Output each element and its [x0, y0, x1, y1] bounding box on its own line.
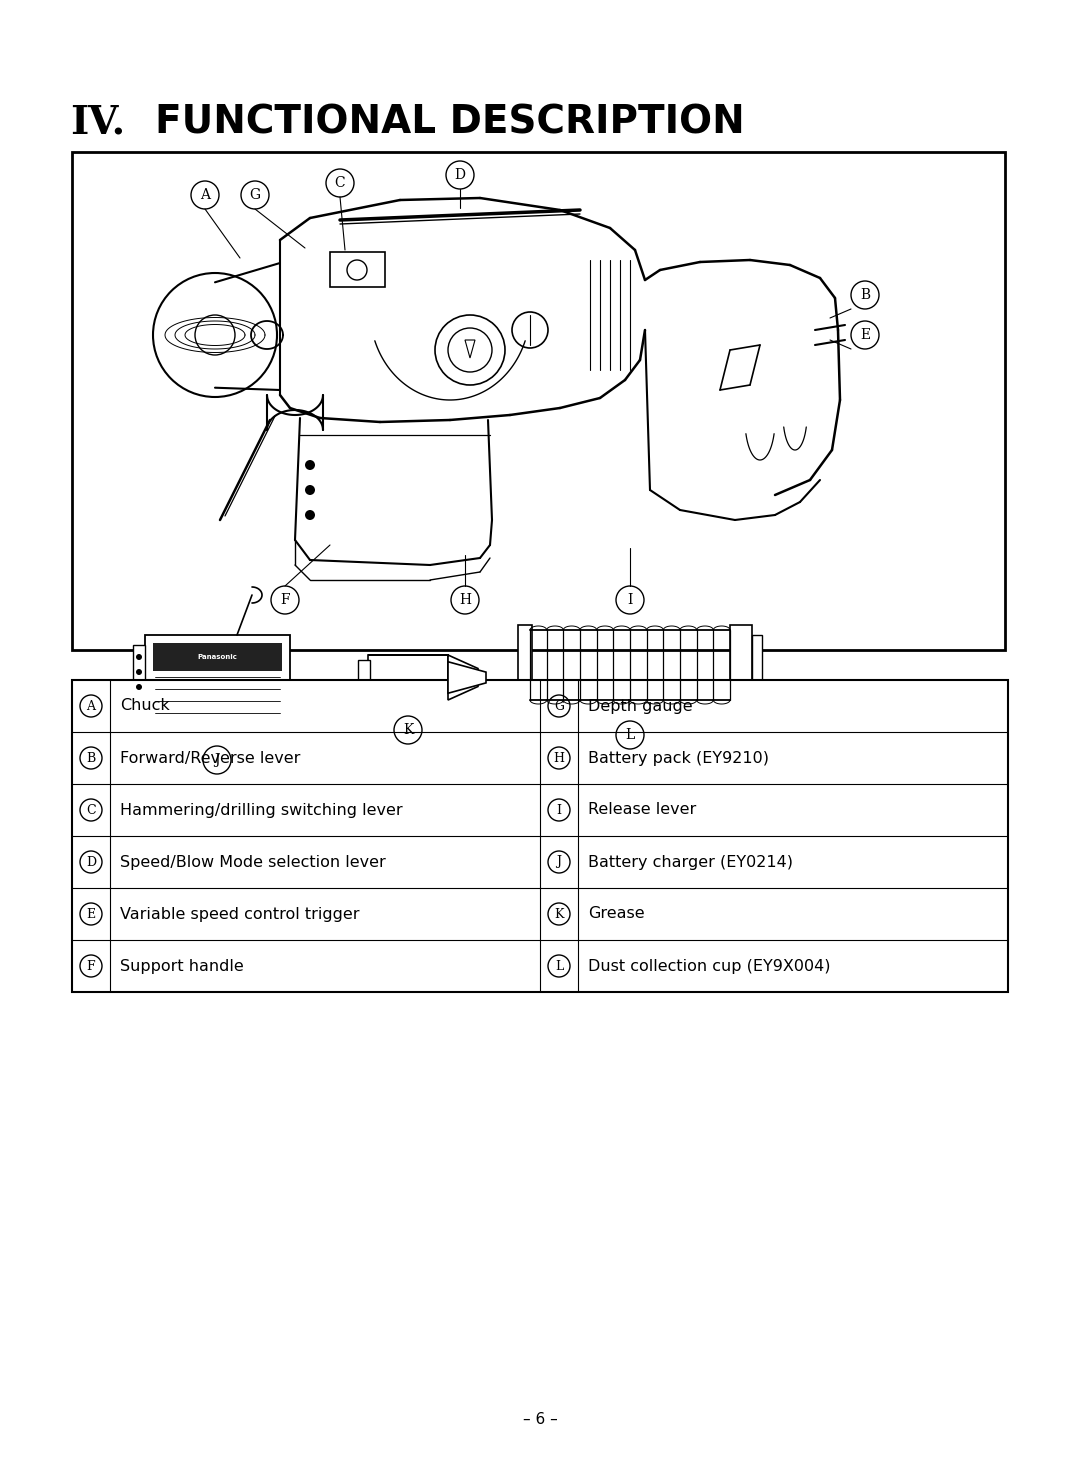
- Bar: [357, 660, 370, 695]
- Bar: [72, 152, 1005, 650]
- Text: F: F: [86, 959, 95, 972]
- Bar: [368, 654, 448, 700]
- Bar: [330, 252, 384, 287]
- Text: J: J: [214, 752, 219, 767]
- Text: D: D: [86, 855, 96, 868]
- Bar: [153, 643, 282, 671]
- Text: Forward/Reverse lever: Forward/Reverse lever: [120, 751, 300, 766]
- Bar: [133, 646, 145, 720]
- Text: L: L: [555, 959, 563, 972]
- Text: Battery pack (EY9210): Battery pack (EY9210): [588, 751, 769, 766]
- Circle shape: [305, 509, 315, 520]
- Text: B: B: [860, 288, 870, 302]
- Bar: [72, 679, 1008, 993]
- Text: Battery charger (EY0214): Battery charger (EY0214): [588, 855, 793, 870]
- Circle shape: [305, 460, 315, 470]
- Text: Depth gauge: Depth gauge: [588, 698, 692, 713]
- Text: IV.: IV.: [70, 102, 125, 141]
- Text: – 6 –: – 6 –: [523, 1413, 557, 1427]
- Text: L: L: [625, 728, 635, 742]
- Text: K: K: [403, 723, 414, 736]
- Text: FUNCTIONAL DESCRIPTION: FUNCTIONAL DESCRIPTION: [156, 102, 745, 141]
- Text: F: F: [280, 593, 289, 608]
- Text: Dust collection cup (EY9X004): Dust collection cup (EY9X004): [588, 959, 831, 974]
- Text: Speed/Blow Mode selection lever: Speed/Blow Mode selection lever: [120, 855, 386, 870]
- Text: Panasonic: Panasonic: [198, 654, 238, 660]
- Text: C: C: [335, 176, 346, 190]
- Text: D: D: [455, 168, 465, 182]
- Text: Grease: Grease: [588, 906, 645, 921]
- Circle shape: [305, 485, 315, 495]
- Text: H: H: [459, 593, 471, 608]
- Text: I: I: [627, 593, 633, 608]
- Text: Chuck: Chuck: [120, 698, 170, 713]
- Text: C: C: [86, 804, 96, 817]
- Text: Hammering/drilling switching lever: Hammering/drilling switching lever: [120, 802, 403, 817]
- Text: K: K: [554, 908, 564, 921]
- Text: E: E: [860, 328, 870, 343]
- Circle shape: [136, 654, 141, 660]
- Text: E: E: [86, 908, 95, 921]
- Bar: [518, 625, 532, 706]
- Bar: [752, 635, 762, 695]
- Text: H: H: [554, 751, 565, 764]
- Text: G: G: [554, 700, 564, 713]
- Text: B: B: [86, 751, 96, 764]
- Text: J: J: [556, 855, 562, 868]
- Polygon shape: [448, 662, 486, 694]
- Text: Variable speed control trigger: Variable speed control trigger: [120, 906, 360, 921]
- Circle shape: [136, 684, 141, 690]
- Text: Release lever: Release lever: [588, 802, 697, 817]
- Text: A: A: [200, 187, 210, 202]
- Text: Support handle: Support handle: [120, 959, 244, 974]
- Polygon shape: [465, 340, 475, 359]
- Bar: [730, 625, 752, 706]
- Bar: [145, 635, 291, 731]
- Polygon shape: [368, 654, 478, 700]
- Text: I: I: [556, 804, 562, 817]
- Text: G: G: [249, 187, 260, 202]
- Circle shape: [136, 669, 141, 675]
- Text: A: A: [86, 700, 95, 713]
